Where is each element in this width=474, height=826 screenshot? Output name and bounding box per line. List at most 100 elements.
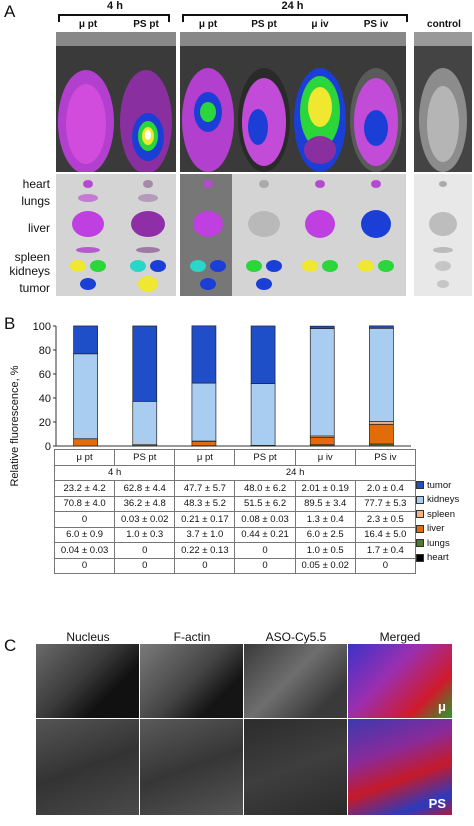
legend-label-spleen: spleen	[427, 508, 455, 520]
organs-image-control	[414, 174, 472, 296]
table-cell-heart-4: 0.05 ± 0.02	[294, 557, 356, 574]
legend-item-liver: liver	[416, 522, 459, 537]
y-tick-label-20: 20	[39, 417, 51, 429]
table-cell-liver-4: 6.0 ± 2.5	[294, 526, 356, 543]
table-time-row: 4 h 24 h	[53, 464, 416, 481]
bar-segment-kidneys-1	[132, 400, 158, 446]
legend-label-tumor: tumor	[427, 479, 452, 491]
table-category-2: μ pt	[174, 449, 236, 466]
col-label-mu-pt-4h: μ pt	[78, 19, 98, 30]
confocal-mu-merged: μ	[348, 644, 452, 718]
mouse-image-control	[414, 32, 472, 172]
bar-segment-tumor-3	[250, 325, 276, 384]
bar-segment-kidneys-5	[369, 327, 394, 422]
table-cell-heart-5: 0	[354, 557, 416, 574]
table-cell-tumor-3: 48.0 ± 6.2	[234, 480, 296, 497]
legend-item-kidneys: kidneys	[416, 493, 459, 508]
legend-swatch-spleen	[416, 510, 424, 519]
mouse-24h-fluorescence	[180, 32, 406, 172]
mouse-image-4h	[56, 32, 176, 172]
panel-c-letter: C	[4, 636, 17, 655]
confocal-mu-aso	[244, 644, 347, 718]
organs-control-grayscale	[429, 181, 457, 288]
bar-segment-kidneys-0	[73, 353, 98, 440]
table-category-1: PS pt	[114, 449, 176, 466]
table-cell-tumor-4: 2.01 ± 0.19	[294, 480, 356, 497]
channel-label-nucleus: Nucleus	[66, 630, 110, 644]
confocal-mu-nucleus	[36, 644, 139, 718]
timepoint-24h-label: 24 h	[281, 0, 304, 12]
table-cell-lungs-0: 0.04 ± 0.03	[53, 542, 116, 559]
bar-segment-tumor-1	[132, 325, 158, 402]
legend-item-lungs: lungs	[416, 536, 459, 551]
legend: tumor kidneys spleen liver lungs heart	[416, 478, 459, 565]
table-time-4h: 4 h	[53, 464, 176, 481]
bar-segment-kidneys-3	[250, 383, 276, 446]
panel-a-letter: A	[4, 2, 16, 21]
confocal-ps-factin	[140, 719, 243, 815]
legend-swatch-liver	[416, 524, 424, 533]
bracket-4h	[58, 14, 170, 22]
col-label-control: control	[427, 19, 461, 30]
organ-label-heart: heart	[22, 177, 50, 191]
col-label-ps-pt-24h: PS pt	[251, 19, 277, 30]
table-category-3: PS pt	[234, 449, 296, 466]
values-table-wrap: μ pt PS pt μ pt PS pt μ iv PS iv 4 h 24 h 23.…	[53, 449, 416, 574]
legend-label-liver: liver	[427, 523, 445, 535]
table-cell-tumor-2: 47.7 ± 5.7	[174, 480, 236, 497]
channel-label-merged: Merged	[379, 630, 421, 644]
table-cell-spleen-4: 1.3 ± 0.4	[294, 511, 356, 528]
legend-swatch-kidneys	[416, 495, 424, 504]
mouse-4h-fluorescence	[56, 32, 176, 172]
legend-item-heart: heart	[416, 551, 459, 566]
table-cell-spleen-2: 0.21 ± 0.17	[174, 511, 236, 528]
confocal-ps-merged: PS	[348, 719, 452, 815]
y-tick-label-100: 100	[33, 321, 51, 333]
y-tick-label-40: 40	[39, 393, 51, 405]
bar-segment-liver-0	[73, 438, 98, 447]
table-cell-kidneys-5: 77.7 ± 5.3	[354, 495, 416, 512]
table-cell-heart-0: 0	[53, 557, 116, 574]
values-table: μ pt PS pt μ pt PS pt μ iv PS iv 4 h 24 h 23.…	[53, 449, 416, 574]
table-cell-lungs-5: 1.7 ± 0.4	[354, 542, 416, 559]
bar-segment-tumor-2	[191, 325, 217, 384]
stacked-bar-chart: 0 20 40 60 80 100	[33, 321, 411, 453]
table-cell-lungs-3: 0	[234, 542, 296, 559]
confocal-ps-nucleus	[36, 719, 139, 815]
table-category-row: μ pt PS pt μ pt PS pt μ iv PS iv	[53, 449, 416, 466]
table-cell-spleen-0: 0	[53, 511, 116, 528]
bracket-24h	[182, 14, 408, 22]
table-cell-spleen-5: 2.3 ± 0.5	[354, 511, 416, 528]
table-cell-kidneys-0: 70.8 ± 4.0	[53, 495, 116, 512]
table-cell-kidneys-1: 36.2 ± 4.8	[114, 495, 176, 512]
bar-segment-liver-4	[309, 437, 335, 446]
timepoint-4h-label: 4 h	[107, 0, 123, 12]
col-label-mu-iv-24h: μ iv	[311, 19, 329, 30]
table-row-tumor: 23.2 ± 4.2 62.8 ± 4.4 47.7 ± 5.7 48.0 ± 6.2…	[53, 480, 416, 497]
table-row-liver: 6.0 ± 0.9 1.0 ± 0.3 3.7 ± 1.0 0.44 ± 0.21 6.…	[53, 526, 416, 543]
y-tick-label-0: 0	[45, 441, 51, 453]
col-label-ps-iv-24h: PS iv	[363, 19, 389, 30]
table-cell-kidneys-3: 51.5 ± 6.2	[234, 495, 296, 512]
table-cell-kidneys-2: 48.3 ± 5.2	[174, 495, 236, 512]
table-row-spleen: 0 0.03 ± 0.02 0.21 ± 0.17 0.08 ± 0.03 1.3 ± …	[53, 511, 416, 528]
table-category-0: μ pt	[53, 449, 116, 466]
bar-segment-liver-2	[191, 440, 217, 447]
channel-label-factin: F-actin	[173, 630, 211, 644]
table-row-lungs: 0.04 ± 0.03 0 0.22 ± 0.13 0 1.0 ± 0.5 1.7 ± 0…	[53, 542, 416, 559]
organ-label-kidneys: kidneys	[9, 264, 50, 278]
table-row-kidneys: 70.8 ± 4.0 36.2 ± 4.8 48.3 ± 5.2 51.5 ± 6.2…	[53, 495, 416, 512]
table-cell-heart-3: 0	[234, 557, 296, 574]
table-category-4: μ iv	[294, 449, 356, 466]
table-category-5: PS iv	[354, 449, 416, 466]
organs-image-24h	[180, 174, 406, 296]
table-cell-kidneys-4: 89.5 ± 3.4	[294, 495, 356, 512]
table-cell-tumor-0: 23.2 ± 4.2	[53, 480, 116, 497]
bar-segment-kidneys-4	[309, 328, 335, 437]
organ-label-spleen: spleen	[14, 250, 50, 264]
table-cell-liver-0: 6.0 ± 0.9	[53, 526, 116, 543]
table-cell-heart-2: 0	[174, 557, 236, 574]
bar-segment-kidneys-2	[191, 382, 217, 442]
col-label-mu-pt-24h: μ pt	[198, 19, 218, 30]
table-cell-tumor-5: 2.0 ± 0.4	[354, 480, 416, 497]
